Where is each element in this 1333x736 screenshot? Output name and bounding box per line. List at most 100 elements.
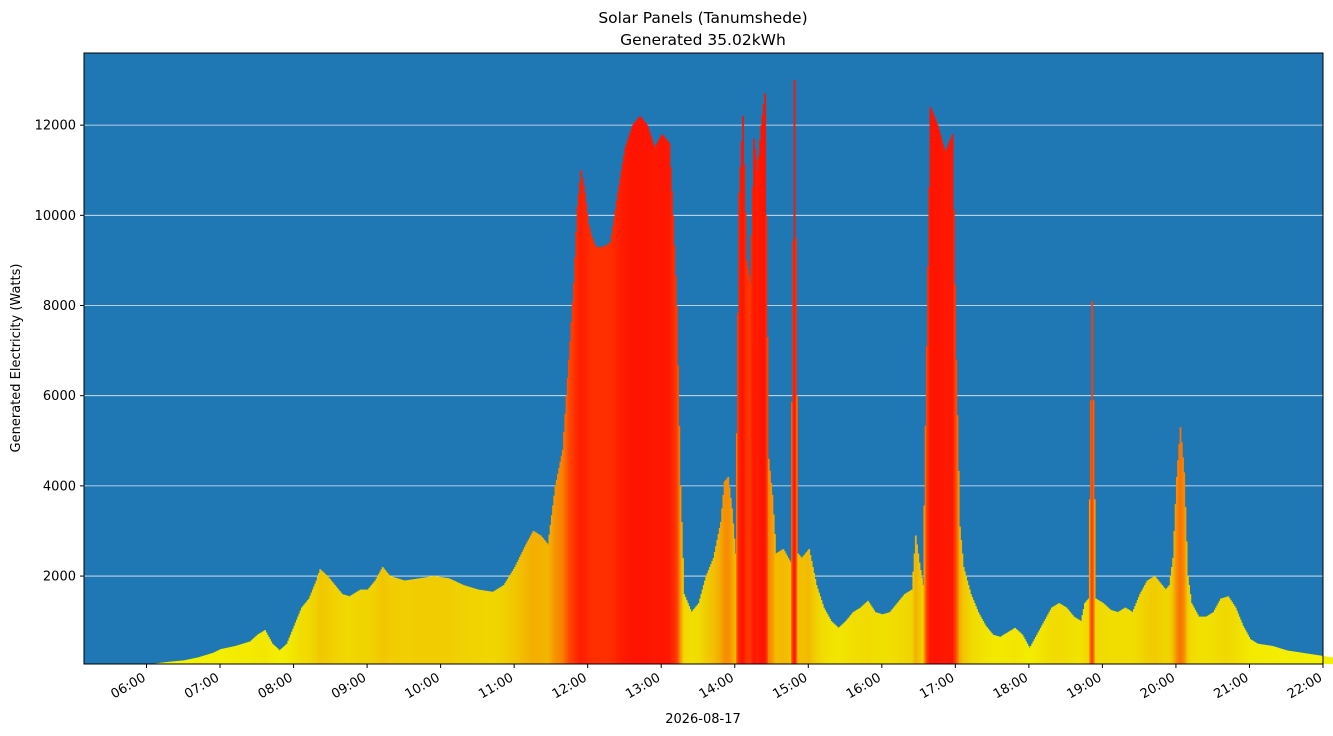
- generation-bar: [1033, 639, 1036, 664]
- generation-bar: [568, 359, 570, 664]
- generation-bar: [1016, 630, 1019, 664]
- generation-bar: [974, 606, 977, 664]
- generation-bar: [560, 455, 563, 664]
- generation-bar: [607, 243, 610, 664]
- generation-bar: [1240, 622, 1243, 664]
- generation-bar: [854, 610, 857, 664]
- generation-bar: [291, 631, 293, 664]
- generation-bar: [395, 577, 398, 664]
- generation-bar: [1150, 578, 1153, 664]
- generation-bar: [346, 595, 349, 664]
- generation-bar: [319, 569, 322, 664]
- generation-bar: [878, 613, 880, 664]
- generation-bar: [538, 534, 541, 664]
- generation-bar: [879, 613, 882, 664]
- generation-bar: [1199, 616, 1202, 664]
- generation-bar: [815, 585, 818, 664]
- generation-bar: [183, 660, 186, 664]
- generation-bar: [244, 642, 247, 664]
- generation-bar: [177, 660, 179, 664]
- generation-bar: [1235, 610, 1238, 664]
- x-tick-label: 21:00: [1212, 670, 1252, 702]
- generation-bar: [563, 431, 566, 664]
- generation-bar: [739, 167, 742, 664]
- generation-bar: [1281, 648, 1284, 664]
- generation-bar: [403, 580, 406, 664]
- generation-bar: [943, 147, 945, 664]
- generation-bar: [370, 585, 373, 664]
- generation-bar: [243, 643, 246, 664]
- generation-bar: [587, 224, 590, 664]
- generation-bar: [824, 609, 827, 664]
- generation-bar: [267, 636, 270, 664]
- generation-bar: [1204, 616, 1206, 664]
- generation-bar: [1182, 457, 1184, 664]
- generation-bar: [783, 551, 786, 664]
- generation-bar: [1035, 636, 1037, 664]
- generation-bar: [479, 589, 482, 664]
- generation-bar: [1216, 605, 1219, 664]
- generation-bar: [390, 576, 393, 664]
- generation-bar: [1046, 616, 1048, 664]
- generation-bar: [1032, 641, 1035, 664]
- generation-bar: [744, 212, 747, 664]
- generation-bar: [1172, 558, 1175, 664]
- generation-bar: [1298, 652, 1301, 664]
- generation-bar: [299, 610, 302, 664]
- generation-bar: [516, 562, 519, 664]
- generation-bar: [870, 606, 873, 664]
- generation-bar: [693, 609, 695, 664]
- generation-bar: [977, 612, 980, 664]
- generation-bar: [647, 128, 650, 665]
- generation-bar: [195, 657, 198, 664]
- generation-bar: [468, 586, 471, 664]
- generation-bar: [1075, 618, 1078, 664]
- generation-bar: [675, 305, 678, 664]
- generation-bar: [434, 576, 437, 664]
- generation-bar: [564, 413, 567, 664]
- generation-bar: [832, 623, 835, 664]
- generation-bar: [501, 585, 504, 664]
- generation-bar: [1047, 614, 1050, 664]
- generation-bar: [216, 650, 219, 664]
- generation-bar: [754, 149, 757, 665]
- generation-bar: [380, 569, 383, 664]
- generation-bar: [318, 573, 320, 664]
- generation-bar: [626, 140, 629, 664]
- generation-bar: [847, 618, 850, 664]
- generation-bar: [320, 570, 323, 664]
- generation-bar: [251, 639, 254, 664]
- generation-bar: [769, 470, 771, 664]
- generation-bar: [960, 539, 963, 664]
- generation-bar: [554, 485, 557, 664]
- generation-bar: [629, 132, 632, 665]
- generation-bar: [906, 592, 909, 664]
- generation-bar: [625, 143, 628, 664]
- generation-bar: [1115, 611, 1118, 664]
- generation-bar: [737, 313, 740, 664]
- generation-bar: [231, 646, 233, 664]
- generation-bar: [396, 578, 399, 664]
- generation-bar: [1300, 652, 1303, 664]
- generation-bar: [270, 641, 273, 664]
- generation-bar: [766, 337, 769, 664]
- generation-bar: [1307, 653, 1309, 664]
- generation-bar: [175, 661, 178, 664]
- generation-bar: [1234, 607, 1237, 664]
- generation-bar: [500, 586, 503, 664]
- generation-bar: [1107, 607, 1110, 664]
- generation-bar: [1157, 580, 1160, 664]
- generation-bar: [1272, 646, 1275, 664]
- generation-bar: [326, 576, 329, 664]
- generation-bar: [1242, 625, 1244, 664]
- generation-bar: [1009, 630, 1012, 664]
- generation-bar: [1217, 603, 1220, 664]
- generation-bar: [1314, 654, 1317, 664]
- generation-bar: [316, 576, 319, 664]
- generation-bar: [897, 601, 900, 664]
- generation-bar: [1256, 643, 1259, 664]
- generation-bar: [780, 550, 782, 664]
- generation-bar: [842, 623, 845, 664]
- generation-bar: [1315, 654, 1318, 664]
- generation-bar: [201, 656, 204, 664]
